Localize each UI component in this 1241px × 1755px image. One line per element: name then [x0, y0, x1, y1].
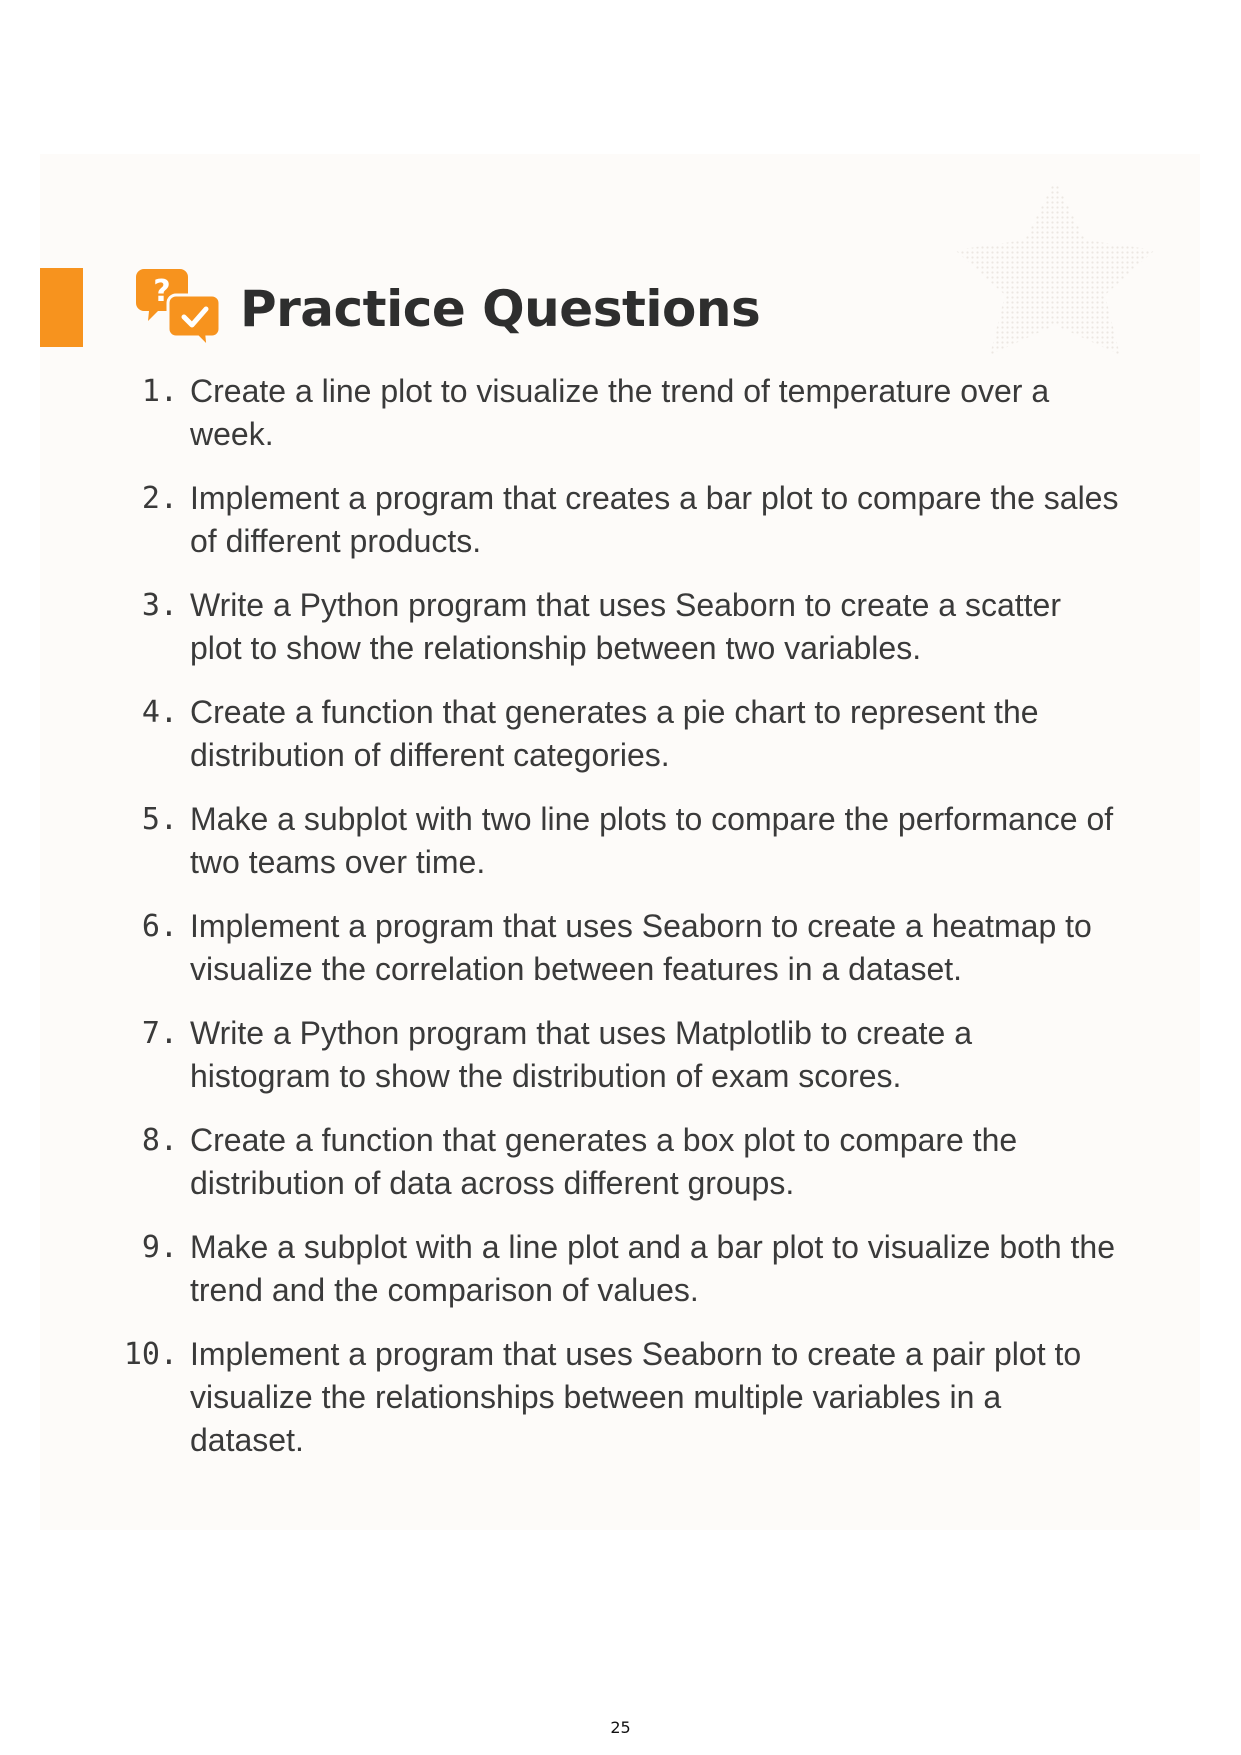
question-number: 4.	[141, 695, 178, 730]
content-panel	[40, 154, 1200, 1530]
question-number: 9.	[141, 1230, 178, 1265]
accent-bar	[40, 268, 83, 347]
question-number: 3.	[141, 588, 178, 623]
question-item: 6. Implement a program that uses Seaborn …	[110, 905, 1120, 991]
question-text: Create a function that generates a pie c…	[190, 694, 1039, 773]
decorative-star-watermark	[955, 180, 1155, 355]
question-text: Implement a program that uses Seaborn to…	[190, 1336, 1082, 1458]
question-item: 4. Create a function that generates a pie…	[110, 691, 1120, 777]
question-item: 8. Create a function that generates a box…	[110, 1119, 1120, 1205]
question-text: Make a subplot with a line plot and a ba…	[190, 1229, 1116, 1308]
question-item: 10. Implement a program that uses Seaborn…	[110, 1333, 1120, 1462]
question-item: 3. Write a Python program that uses Seabo…	[110, 584, 1120, 670]
question-item: 5. Make a subplot with two line plots to …	[110, 798, 1120, 884]
question-item: 1. Create a line plot to visualize the tr…	[110, 370, 1120, 456]
question-text: Create a line plot to visualize the tren…	[190, 373, 1050, 452]
question-answer-chat-icon: ?	[136, 269, 220, 349]
question-item: 7. Write a Python program that uses Matpl…	[110, 1012, 1120, 1098]
question-item: 9. Make a subplot with a line plot and a …	[110, 1226, 1120, 1312]
question-item: 2. Implement a program that creates a bar…	[110, 477, 1120, 563]
page-number: 25	[610, 1718, 631, 1737]
question-text: Implement a program that uses Seaborn to…	[190, 908, 1092, 987]
question-text: Make a subplot with two line plots to co…	[190, 801, 1114, 880]
question-number: 2.	[141, 481, 178, 516]
question-number: 1.	[141, 374, 178, 409]
question-text: Create a function that generates a box p…	[190, 1122, 1018, 1201]
question-number: 5.	[141, 802, 178, 837]
question-number: 7.	[141, 1016, 178, 1051]
question-text: Write a Python program that uses Matplot…	[190, 1015, 973, 1094]
question-number: 8.	[141, 1123, 178, 1158]
questions-list: 1. Create a line plot to visualize the tr…	[110, 370, 1120, 1483]
page-title: Practice Questions	[240, 280, 761, 338]
question-number: 10.	[123, 1337, 178, 1372]
question-number: 6.	[141, 909, 178, 944]
svg-text:?: ?	[153, 274, 170, 309]
question-text: Write a Python program that uses Seaborn…	[190, 587, 1061, 666]
question-text: Implement a program that creates a bar p…	[190, 480, 1119, 559]
